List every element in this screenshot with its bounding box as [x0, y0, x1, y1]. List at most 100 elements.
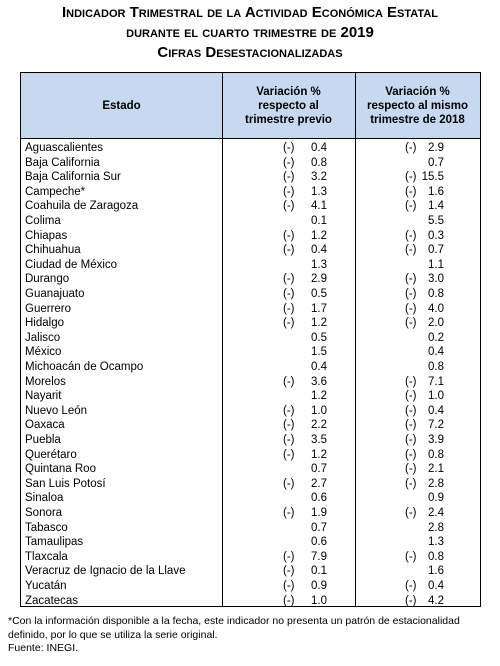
value: 0.8 [428, 550, 444, 563]
value: 1.4 [428, 200, 444, 213]
value: 1.6 [428, 185, 444, 198]
value: 0.4 [428, 346, 444, 359]
state-name: Querétaro [25, 448, 77, 461]
state-name: México [25, 346, 62, 359]
state-name: Michoacán de Ocampo [25, 361, 144, 373]
sign: (-) [283, 507, 295, 519]
sign: (-) [283, 594, 295, 607]
state-name: Coahuila de Zaragoza [25, 200, 139, 213]
state-name: Campeche* [25, 185, 86, 198]
sign: (-) [405, 463, 417, 476]
sign: (-) [283, 273, 295, 286]
value: 0.3 [428, 229, 444, 242]
value: 7.9 [311, 550, 327, 563]
sign: (-) [405, 288, 417, 300]
value: 2.7 [311, 477, 327, 490]
value: 0.1 [311, 215, 327, 227]
value: 1.1 [428, 258, 444, 271]
value: 0.7 [311, 521, 327, 534]
value: 2.9 [311, 273, 327, 286]
sign: (-) [283, 200, 295, 213]
footer: *Con la información disponible a la fech… [8, 615, 488, 656]
sign: (-) [283, 375, 295, 388]
state-name: Tamaulipas [25, 536, 84, 549]
state-name: Nayarit [25, 390, 62, 403]
value: 5.5 [428, 215, 444, 227]
state-name: San Luis Potosí [25, 477, 106, 490]
value: 1.3 [311, 258, 327, 271]
value: 15.5 [421, 171, 444, 184]
state-name: Guerrero [25, 302, 72, 315]
sign: (-) [405, 375, 417, 388]
value: 1.2 [311, 317, 327, 330]
value: 1.2 [311, 390, 327, 403]
value: 4.0 [428, 302, 444, 315]
value: 2.0 [428, 317, 444, 330]
sign: (-) [283, 288, 295, 300]
sign: (-) [405, 419, 417, 432]
sign: (-) [283, 404, 295, 417]
state-name: Zacatecas [25, 594, 79, 607]
sign: (-) [283, 477, 295, 490]
value: 0.5 [311, 288, 327, 300]
value: 1.6 [428, 565, 444, 578]
value: 4.2 [428, 594, 444, 607]
sign: (-) [283, 434, 295, 446]
value: 3.6 [311, 375, 327, 388]
value: 2.8 [428, 521, 444, 534]
sign: (-) [405, 404, 417, 417]
value: 0.4 [311, 244, 327, 257]
state-name: Puebla [25, 434, 61, 446]
value: 0.5 [311, 331, 327, 344]
state-name: Ciudad de México [25, 258, 118, 271]
state-name: Chihuahua [25, 244, 81, 257]
state-name: Baja California [25, 156, 100, 169]
sign: (-) [405, 229, 417, 242]
column-divider [222, 73, 223, 606]
sign: (-) [405, 273, 417, 286]
value: 7.2 [428, 419, 444, 432]
title: Cifras Desestacionalizadas [157, 44, 343, 61]
sign: (-) [283, 550, 295, 563]
value: 0.8 [428, 448, 444, 461]
value: 3.2 [311, 171, 327, 184]
sign: (-) [283, 448, 295, 461]
state-name: Baja California Sur [25, 171, 121, 184]
value: 1.3 [311, 185, 327, 198]
sign: (-) [283, 244, 295, 257]
value: 1.2 [311, 448, 327, 461]
state-name: Guanajuato [25, 288, 85, 300]
sign: (-) [405, 171, 417, 184]
state-name: Nuevo León [25, 404, 88, 417]
sign: (-) [283, 171, 295, 184]
value: 0.9 [311, 580, 327, 592]
value: 1.0 [311, 404, 327, 417]
sign: (-) [405, 390, 417, 403]
value: 0.9 [428, 492, 444, 505]
value: 0.8 [428, 288, 444, 300]
sign: (-) [283, 229, 295, 242]
state-name: Chiapas [25, 229, 68, 242]
sign: (-) [283, 419, 295, 432]
sign: (-) [283, 565, 295, 578]
column-header: Estado [21, 73, 222, 139]
state-name: Tlaxcala [25, 550, 68, 563]
title: durante el cuarto trimestre de 2019 [126, 24, 374, 41]
state-name: Colima [25, 215, 61, 227]
title: Indicador Trimestral de la Actividad Eco… [62, 4, 438, 21]
column-header: Variación % respecto al mismo trimestre … [355, 73, 480, 139]
state-name: Durango [25, 273, 70, 286]
value: 0.4 [311, 142, 327, 154]
state-name: Quintana Roo [25, 463, 96, 476]
state-name: Jalisco [25, 331, 61, 344]
value: 2.4 [428, 507, 444, 519]
value: 1.3 [428, 536, 444, 549]
sign: (-) [283, 156, 295, 169]
value: 0.1 [311, 565, 327, 578]
sign: (-) [405, 200, 417, 213]
value: 0.4 [428, 404, 444, 417]
sign: (-) [405, 580, 417, 592]
state-name: Yucatán [25, 580, 67, 592]
sign: (-) [283, 185, 295, 198]
value: 3.0 [428, 273, 444, 286]
